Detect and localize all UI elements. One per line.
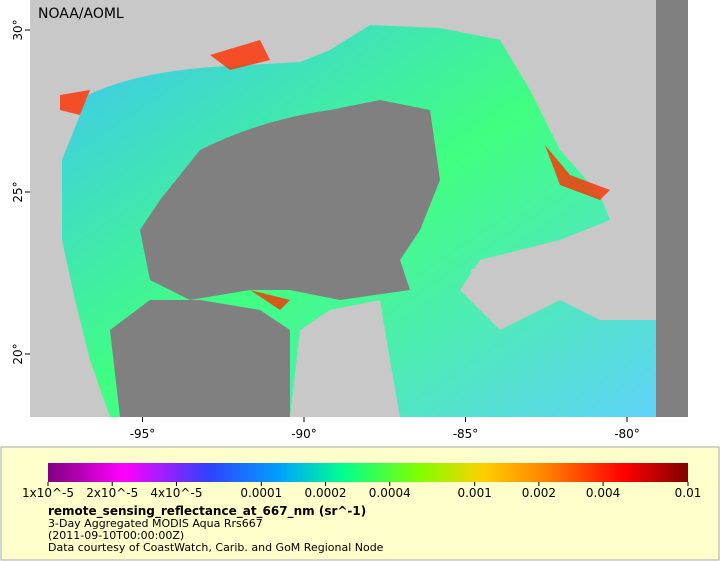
credit: NOAA/AOML	[38, 6, 124, 22]
colorbar-label: 0.0001	[240, 486, 282, 500]
colorbar-label: 0.0004	[369, 486, 411, 500]
source: Data courtesy of CoastWatch, Carib. and …	[48, 541, 384, 554]
no-data	[110, 100, 440, 417]
colorbar-label: 0.004	[586, 486, 620, 500]
map: NOAA/AOML	[30, 0, 688, 417]
offgrid	[656, 0, 688, 417]
colorbar	[48, 463, 688, 482]
colorbar-label: 0.002	[522, 486, 556, 500]
axes: -95° -90° -85° -80° 30° 25° 20°	[11, 19, 640, 441]
variable: remote_sensing_reflectance_at_667_nm (sr…	[48, 504, 366, 519]
time: (2011-09-10T00:00:00Z)	[48, 529, 184, 542]
colorbar-ticks: 1x10^-5 2x10^-5 4x10^-5 0.0001 0.0002 0.0004 0…	[22, 482, 701, 500]
colorbar-label: 2x10^-5	[86, 486, 138, 500]
colorbar-label: 1x10^-5	[22, 486, 74, 500]
lon-label: -85°	[453, 427, 479, 441]
lat-label: 30°	[11, 19, 25, 40]
lat-label: 20°	[11, 343, 25, 364]
lon-label: -95°	[130, 427, 156, 441]
lat-label: 25°	[11, 181, 25, 202]
lon-label: -90°	[291, 427, 317, 441]
dataset: 3-Day Aggregated MODIS Aqua Rrs667	[48, 517, 263, 530]
colorbar-label: 0.001	[457, 486, 491, 500]
lon-label: -80°	[614, 427, 640, 441]
colorbar-label: 0.01	[675, 486, 702, 500]
cuba	[470, 258, 650, 300]
colorbar-label: 0.0002	[305, 486, 347, 500]
colorbar-label: 4x10^-5	[150, 486, 202, 500]
